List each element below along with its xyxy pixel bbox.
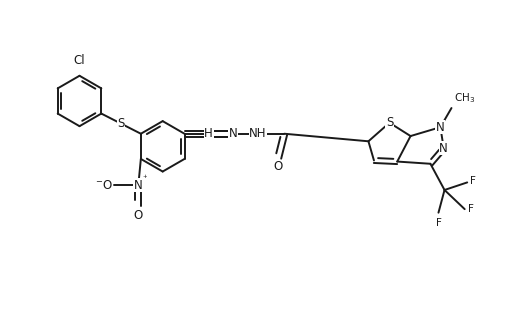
Text: H: H	[204, 127, 213, 140]
Text: F: F	[470, 176, 476, 186]
Text: S: S	[118, 117, 125, 130]
Text: $^{+}$: $^{+}$	[142, 173, 148, 182]
Text: N: N	[439, 142, 448, 155]
Text: S: S	[386, 116, 393, 129]
Text: N: N	[229, 127, 237, 140]
Text: Cl: Cl	[74, 54, 85, 67]
Text: N: N	[436, 121, 445, 134]
Text: N: N	[134, 179, 143, 192]
Text: F: F	[436, 218, 442, 228]
Text: O: O	[134, 209, 143, 222]
Text: $^{-}$O: $^{-}$O	[95, 179, 113, 192]
Text: F: F	[468, 204, 473, 214]
Text: O: O	[273, 160, 283, 173]
Text: CH$_3$: CH$_3$	[454, 91, 475, 105]
Text: NH: NH	[250, 127, 267, 140]
